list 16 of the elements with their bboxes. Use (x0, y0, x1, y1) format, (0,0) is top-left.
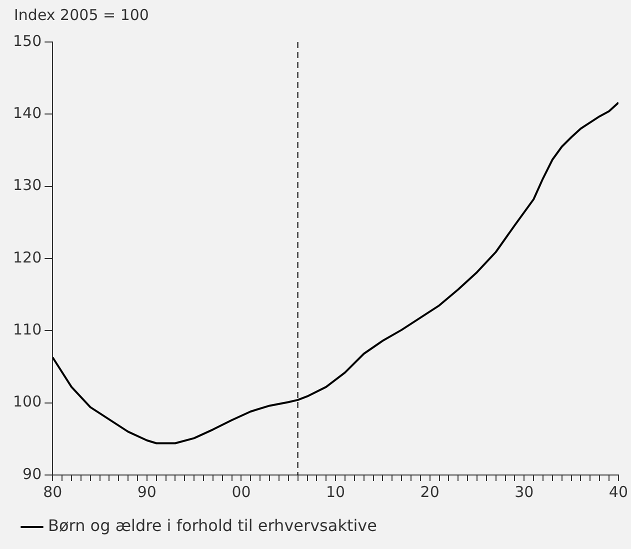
x-tick-label: 10 (326, 482, 346, 501)
x-tick-label: 30 (514, 482, 534, 501)
y-tick-label: 120 (12, 248, 42, 266)
y-tick-label: 110 (12, 320, 42, 339)
y-axis-title: Index 2005 = 100 (14, 6, 149, 24)
y-tick-label: 140 (12, 104, 42, 122)
y-tick-label: 100 (12, 392, 42, 411)
x-tick-label: 00 (232, 482, 251, 501)
x-tick-label: 90 (137, 482, 156, 501)
x-tick-label: 20 (420, 482, 440, 501)
y-tick-label: 90 (22, 464, 42, 483)
x-tick-label: 40 (608, 482, 628, 501)
y-tick-label: 130 (12, 176, 42, 194)
legend-label: Børn og ældre i forhold til erhvervsaktive (48, 516, 377, 536)
x-tick-label: 80 (43, 482, 62, 501)
y-tick-label: 150 (12, 32, 42, 50)
